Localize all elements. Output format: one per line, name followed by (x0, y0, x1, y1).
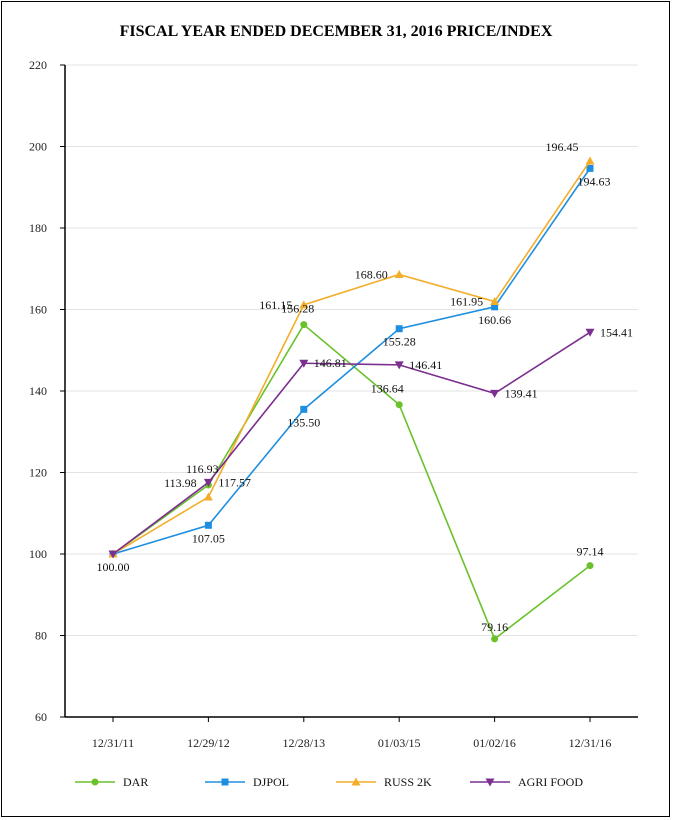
data-label: 146.41 (409, 358, 442, 372)
data-label: 116.93 (186, 462, 219, 476)
series-layer (108, 156, 595, 643)
data-label: 168.60 (355, 267, 388, 281)
data-point (395, 401, 403, 409)
legend-label: AGRI FOOD (518, 775, 583, 789)
x-tick-label: 01/03/15 (378, 736, 421, 750)
y-tick-label: 120 (29, 466, 47, 480)
data-point (585, 328, 595, 337)
data-point (300, 405, 308, 413)
data-point (395, 325, 403, 333)
data-label: 136.64 (371, 382, 404, 396)
data-point (490, 297, 500, 306)
data-label: 194.63 (578, 174, 611, 188)
data-point (203, 478, 213, 487)
y-tick-label: 200 (29, 140, 47, 154)
legend-item-djpol: DJPOL (205, 775, 289, 789)
legend-item-dar: DAR (75, 775, 148, 789)
data-label: 146.81 (314, 356, 347, 370)
legend: DAR DJPOL RUSS 2K AGRI FOOD (75, 775, 583, 789)
data-point (299, 359, 309, 368)
data-point (586, 164, 594, 172)
x-tick-label: 12/31/16 (569, 736, 612, 750)
data-point (585, 156, 595, 165)
grid (65, 64, 638, 636)
data-point (300, 321, 308, 329)
y-tick-label: 160 (29, 303, 47, 317)
data-label: 139.41 (505, 386, 538, 400)
legend-item-russ-2k: RUSS 2K (336, 775, 432, 789)
data-label: 100.00 (97, 560, 130, 574)
data-label: 160.66 (478, 313, 511, 327)
data-label: 196.45 (546, 140, 579, 154)
data-point (491, 303, 499, 311)
y-tick-label: 100 (29, 547, 47, 561)
series-line (112, 167, 591, 555)
y-tick-label: 140 (29, 384, 47, 398)
data-point (204, 521, 212, 529)
data-point (394, 361, 404, 370)
legend-item-agri-food: AGRI FOOD (470, 775, 583, 789)
series-russ-2k (108, 156, 595, 558)
legend-label: DAR (123, 775, 148, 789)
data-point (299, 300, 309, 309)
y-tick-label: 60 (35, 710, 47, 724)
data-label: 161.15 (259, 298, 292, 312)
data-label: 161.95 (450, 295, 483, 309)
series-agri-food (108, 328, 595, 559)
y-tick-label: 220 (29, 58, 47, 72)
legend-marker (91, 778, 99, 786)
legend-label: RUSS 2K (384, 775, 432, 789)
y-tick-label: 180 (29, 221, 47, 235)
data-point (108, 550, 118, 559)
x-tick-label: 01/02/16 (473, 736, 516, 750)
legend-marker (221, 778, 229, 786)
series-djpol (109, 164, 594, 558)
data-point (203, 492, 213, 501)
series-line (112, 331, 591, 555)
legend-marker (351, 777, 361, 786)
data-label: 135.50 (287, 415, 320, 429)
x-tick-label: 12/29/12 (187, 736, 230, 750)
series-line (112, 160, 591, 555)
legend-label: DJPOL (253, 775, 289, 789)
legend-marker (485, 778, 495, 787)
data-point (394, 269, 404, 278)
data-point (490, 389, 500, 398)
data-label: 154.41 (600, 325, 633, 339)
data-label: 117.57 (218, 475, 251, 489)
data-label: 113.98 (164, 476, 197, 490)
chart-title: FISCAL YEAR ENDED DECEMBER 31, 2016 PRIC… (120, 23, 553, 40)
axes: 60 80 100 120 140 160 180 200 220 12/31/11 12/29/1… (29, 58, 638, 750)
data-label: 107.05 (192, 531, 225, 545)
data-label: 79.16 (481, 620, 508, 634)
data-labels: 116.93 156.28 136.64 79.16 97.14 100.00 107.05… (97, 140, 634, 634)
data-label: 155.28 (383, 335, 416, 349)
y-tick-label: 80 (35, 629, 47, 643)
x-tick-label: 12/31/11 (92, 736, 134, 750)
data-label: 97.14 (577, 545, 604, 559)
x-tick-label: 12/28/13 (282, 736, 325, 750)
data-label: 156.28 (281, 302, 314, 316)
data-point (586, 562, 594, 570)
data-point (491, 635, 499, 643)
